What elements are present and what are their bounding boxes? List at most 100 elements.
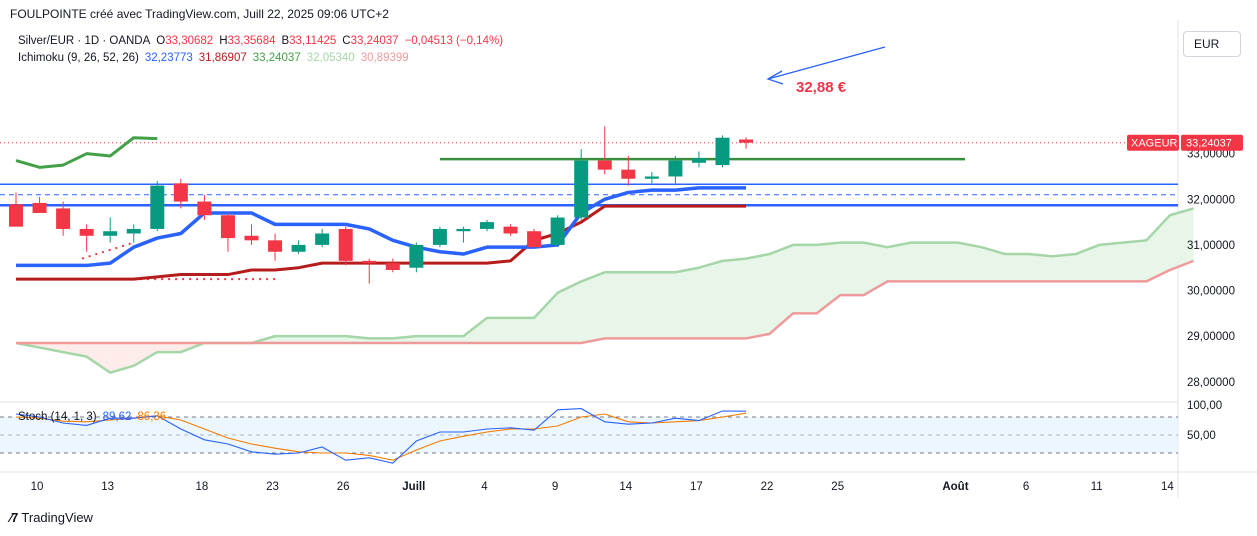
candle-body [126,228,141,234]
time-axis-label: 17 [690,481,703,493]
ichimoku-cloud-segment [1122,240,1147,282]
ichimoku-cloud-segment [910,242,935,282]
stoch-legend: Stoch (14, 1, 3) 89,62 86,36 [18,411,172,423]
candle-body [338,228,353,261]
ichimoku-cloud-segment [534,292,558,343]
candle-body [527,231,542,248]
time-axis-label: 23 [266,481,279,493]
time-axis-label: 10 [31,481,44,493]
ichimoku-cloud-segment [39,342,64,353]
time-axis-label: 26 [337,481,350,493]
time-axis-label: 18 [195,481,208,493]
ichimoku-cloud-segment [463,317,487,343]
candle-body [150,185,165,229]
high-label: H [219,35,228,47]
candle-body [550,217,565,245]
time-axis-label: Août [942,481,968,493]
ichimoku-cloud-segment [510,317,535,343]
ichimoku-cloud-segment [1075,244,1100,282]
ichimoku-cloud-segment [110,342,134,373]
tradingview-mark-icon: ⁄7 [10,510,18,525]
ichimoku-cloud-segment [698,260,723,339]
ichimoku-cloud-segment [416,336,440,343]
tradingview-logo[interactable]: ⁄7 TradingView [10,510,93,525]
ichimoku-cloud-segment [722,258,747,339]
candle-body [574,160,589,218]
symbol-tag [1127,134,1179,151]
stoch-band-fill [0,417,1178,453]
candle-body [197,201,212,216]
ichimoku-cloud-segment [1028,254,1053,282]
chikou-span-line [15,136,158,169]
candle-body [79,228,94,236]
annotation-arrow-head-icon [766,70,784,85]
symbol-legend: Silver/EUR · 1D · OANDA O33,30682 H33,3568… [18,35,509,47]
time-axis-label: 25 [831,481,844,493]
ichimoku-cloud-segment [392,336,417,343]
change-value: −0,04513 (−0,14%) [404,35,504,47]
ichimoku-cloud-segment [86,342,111,373]
candle-body [385,263,400,270]
time-axis-label: Juill [402,481,425,493]
candle-body [691,158,706,163]
ichimoku-cloud-segment [934,242,958,282]
ichimoku-cloud-segment [793,244,817,314]
price-axis-label: 33,00000 [1187,149,1235,161]
candle-body [621,169,636,179]
candle-body [268,240,283,252]
currency-button[interactable]: EUR [1183,31,1241,57]
open-label: O [156,35,166,47]
time-axis-label: 14 [619,481,632,493]
ichimoku-span-b-value: 30,89399 [360,52,409,64]
stoch-axis-label: 50,00 [1187,430,1216,442]
senkou-span-a-line [15,207,1194,374]
candle-body [480,222,494,229]
ichimoku-label[interactable]: Ichimoku (9, 26, 52, 26) [18,52,139,64]
ichimoku-cloud-segment [581,272,605,343]
ichimoku-span-a-value: 32,05340 [306,52,355,64]
price-axis-label: 32,00000 [1187,194,1235,206]
senkou-span-b-line [16,259,1194,345]
ichimoku-legend: Ichimoku (9, 26, 52, 26) 32,23773 31,86907… [18,52,415,64]
candle-body [291,244,306,252]
ichimoku-cloud-segment [298,336,323,343]
tenkan-sen-line [16,186,747,268]
time-axis-label: 9 [552,481,558,493]
open-value: 33,30682 [165,35,214,47]
candle-body [103,231,118,236]
ichimoku-cloud-segment [63,342,87,357]
candle-body [597,160,612,170]
price-axis-label: 30,00000 [1187,286,1235,298]
ichimoku-cloud-segment [958,242,982,282]
candle-body [456,228,471,232]
candle-body [32,202,47,213]
ichimoku-cloud-segment [651,272,676,339]
candle-body [668,160,683,177]
annotation-label: 32,88 € [796,79,847,96]
time-axis-label: 13 [101,481,114,493]
annotation-arrow-line [767,46,886,80]
ichimoku-cloud-segment [157,342,181,353]
ichimoku-cloud-segment [863,242,888,296]
candle-body [220,215,235,239]
low-value: 33,11425 [289,35,337,47]
stoch-label[interactable]: Stoch (14, 1, 3) [18,411,97,423]
symbol-name[interactable]: Silver/EUR · 1D · OANDA [18,35,151,47]
ichimoku-cloud-segment [369,338,393,343]
price-axis-label: 28,00000 [1187,377,1235,389]
close-value: 33,24037 [350,35,399,47]
ichimoku-cloud-segment [1052,254,1076,282]
candle-body [739,139,754,143]
time-axis-label: 6 [1023,481,1029,493]
price-tag-value: 33,24037 [1186,138,1232,150]
ichimoku-cloud-segment [981,247,1006,282]
low-label: B [281,35,290,47]
brand-name: TradingView [21,510,93,525]
candle-body [715,137,730,166]
stoch-d-value: 86,36 [137,411,167,423]
ichimoku-cloud-segment [1146,215,1170,282]
candle-body [173,183,188,202]
ichimoku-cloud-segment [816,242,841,314]
time-axis-label: 4 [481,481,488,493]
